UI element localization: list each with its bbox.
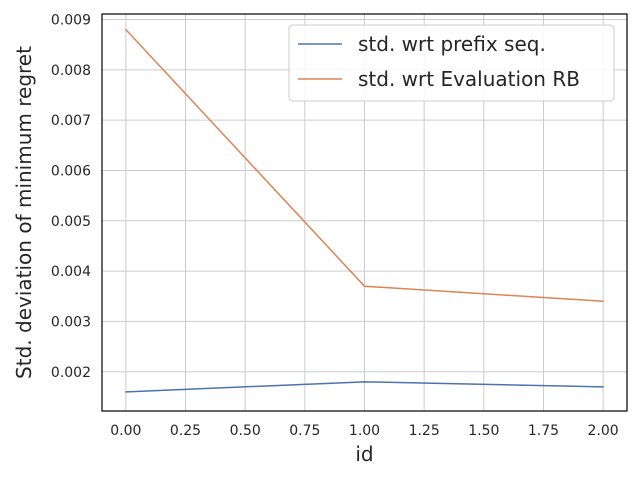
x-tick-label: 2.00 <box>588 423 619 439</box>
y-tick-label: 0.008 <box>51 63 91 79</box>
x-tick-label: 0.00 <box>110 423 141 439</box>
x-tick-label: 1.50 <box>468 423 499 439</box>
y-tick-label: 0.002 <box>51 365 91 381</box>
y-axis-ticks: 0.002 0.003 0.004 0.005 0.006 0.007 0.008 0.009 <box>51 13 91 381</box>
x-tick-label: 1.25 <box>409 423 440 439</box>
y-tick-label: 0.005 <box>51 214 91 230</box>
data-point <box>363 381 366 383</box>
y-tick-label: 0.007 <box>51 113 91 129</box>
data-point <box>125 28 127 31</box>
legend-label: std. wrt prefix seq. <box>358 32 546 56</box>
data-point <box>125 391 127 393</box>
x-tick-label: 1.75 <box>528 423 559 439</box>
y-tick-label: 0.003 <box>51 314 91 330</box>
y-axis-label: Std. deviation of minimum regret <box>12 46 36 379</box>
data-point <box>363 285 366 287</box>
x-tick-label: 0.25 <box>170 423 201 439</box>
data-point <box>602 300 604 303</box>
y-tick-label: 0.004 <box>51 264 91 280</box>
x-tick-label: 0.50 <box>230 423 261 439</box>
legend: std. wrt prefix seq. std. wrt Evaluation … <box>288 24 615 102</box>
data-point <box>602 386 604 388</box>
plot-frame <box>101 13 628 412</box>
y-tick-label: 0.009 <box>51 13 91 29</box>
x-tick-label: 0.75 <box>289 423 320 439</box>
x-axis-ticks: 0.00 0.25 0.50 0.75 1.00 1.25 1.50 1.75 2.00 <box>110 423 618 439</box>
x-tick-label: 1.00 <box>349 423 380 439</box>
series-lines <box>125 28 604 393</box>
legend-label: std. wrt Evaluation RB <box>358 67 580 91</box>
x-axis-label: id <box>355 442 373 466</box>
legend-box <box>288 24 615 102</box>
y-tick-label: 0.006 <box>51 163 91 179</box>
